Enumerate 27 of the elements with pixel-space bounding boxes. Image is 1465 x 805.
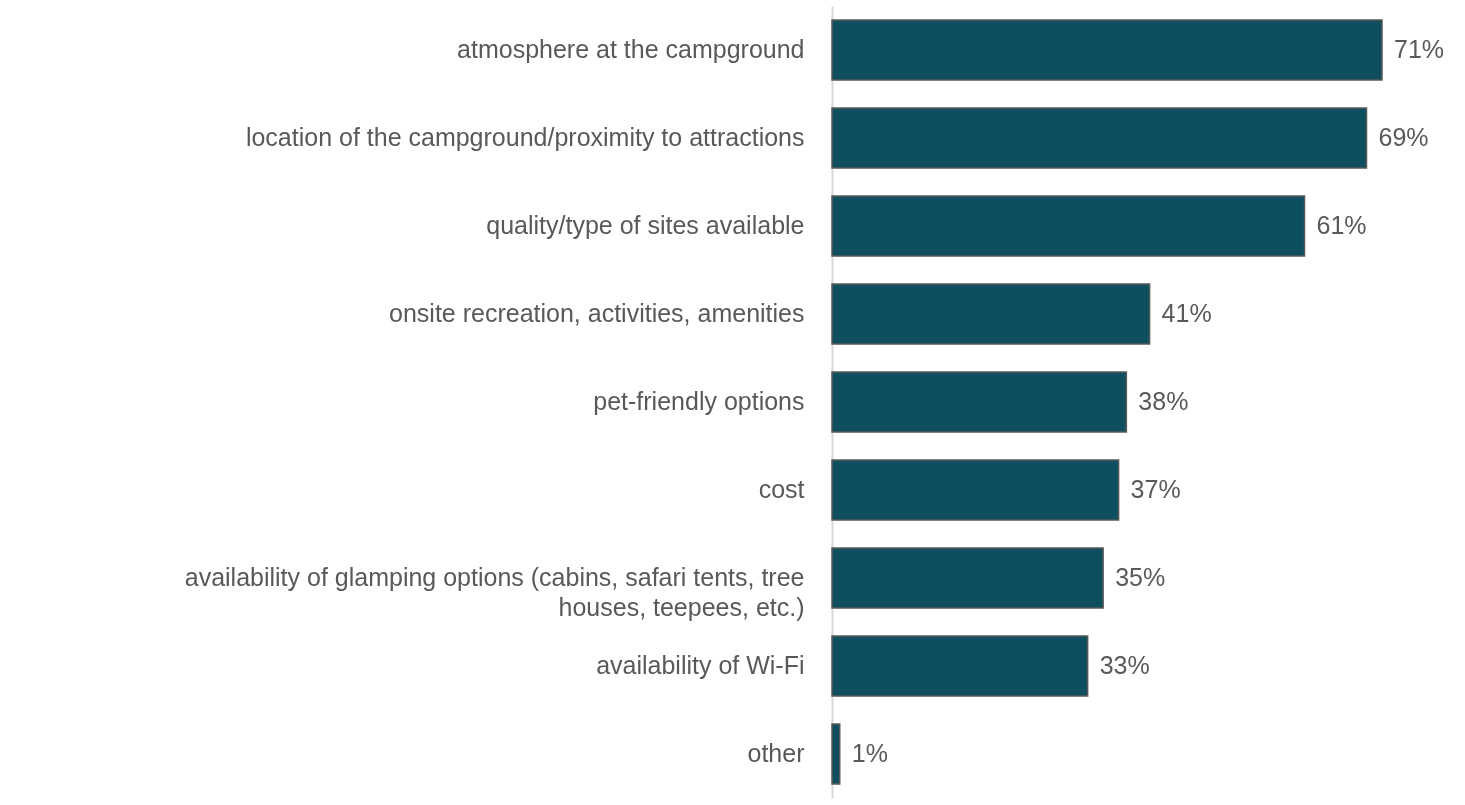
- y-tick-label: availability of glamping options (cabins, safari tents, tree houses, teepees, etc.): [184, 563, 805, 621]
- bar: [831, 635, 1089, 697]
- y-tick-label: location of the campground/proximity to attractions: [245, 123, 805, 151]
- bar: [831, 459, 1120, 521]
- bar: [831, 19, 1383, 81]
- data-label: 71%: [1394, 35, 1445, 63]
- y-tick-label: availability of Wi-Fi: [596, 651, 805, 679]
- data-label: 33%: [1099, 651, 1150, 679]
- data-label: 69%: [1378, 123, 1429, 151]
- bar: [831, 195, 1306, 257]
- data-label: 38%: [1138, 387, 1189, 415]
- data-label: 41%: [1161, 299, 1212, 327]
- bar: [831, 283, 1151, 345]
- bar: [831, 723, 841, 785]
- y-tick-label: onsite recreation, activities, amenities: [389, 299, 805, 327]
- bar: [831, 371, 1128, 433]
- bar: [831, 547, 1104, 609]
- y-tick-label: pet-friendly options: [593, 387, 805, 415]
- bar: [831, 107, 1368, 169]
- data-label: 1%: [851, 739, 888, 767]
- data-label: 35%: [1115, 563, 1166, 591]
- y-tick-label: atmosphere at the campground: [457, 35, 805, 63]
- y-tick-label: cost: [758, 475, 805, 503]
- y-tick-label: other: [747, 739, 805, 767]
- y-tick-label: quality/type of sites available: [486, 211, 805, 239]
- data-label: 37%: [1130, 475, 1181, 503]
- data-label: 61%: [1316, 211, 1367, 239]
